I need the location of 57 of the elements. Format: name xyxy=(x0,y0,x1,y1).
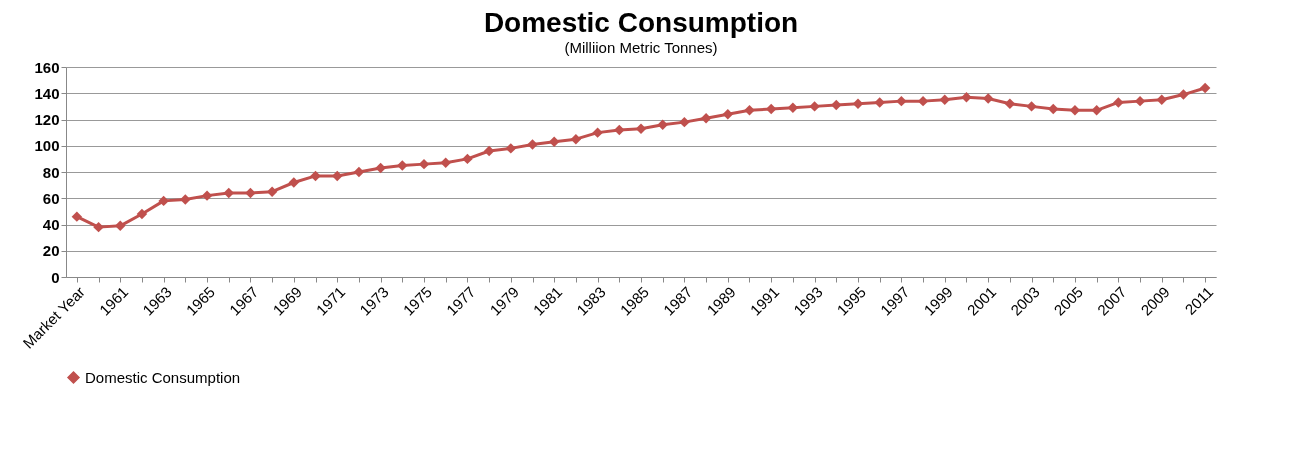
point xyxy=(548,136,560,148)
point xyxy=(266,186,278,197)
point xyxy=(570,133,582,145)
point xyxy=(874,97,885,108)
point xyxy=(310,170,321,182)
point xyxy=(245,187,256,199)
point xyxy=(809,101,820,112)
point xyxy=(831,99,842,111)
point xyxy=(136,208,148,220)
chart-title: Domestic Consumption xyxy=(483,7,799,38)
y-tick-label: 40 xyxy=(42,216,60,233)
point xyxy=(939,94,951,106)
point xyxy=(1091,105,1102,116)
point xyxy=(679,116,690,128)
point xyxy=(93,221,104,233)
point xyxy=(1048,103,1059,115)
point xyxy=(223,187,234,199)
y-tick-label: 20 xyxy=(42,242,60,260)
point xyxy=(505,143,517,154)
point xyxy=(158,195,169,207)
point xyxy=(961,91,972,103)
point xyxy=(288,177,300,188)
point xyxy=(462,153,473,165)
point xyxy=(982,93,994,104)
point xyxy=(657,119,668,130)
y-tick-label: 100 xyxy=(34,137,60,155)
point xyxy=(440,157,451,169)
point xyxy=(722,109,734,120)
point xyxy=(1178,89,1189,100)
point xyxy=(700,112,712,124)
y-tick-label: 120 xyxy=(34,111,60,128)
point xyxy=(592,127,603,138)
point xyxy=(614,124,625,136)
point xyxy=(635,123,647,134)
point xyxy=(1004,98,1016,109)
point xyxy=(896,95,907,107)
y-tick-label: 160 xyxy=(34,58,60,76)
point xyxy=(744,105,755,116)
point xyxy=(353,166,365,178)
point xyxy=(527,139,538,150)
point xyxy=(115,220,126,232)
y-tick-label: 80 xyxy=(42,163,60,181)
point xyxy=(180,194,191,205)
y-tick-label: 60 xyxy=(42,189,60,207)
point xyxy=(397,160,408,171)
point xyxy=(483,145,495,157)
point xyxy=(375,162,386,174)
y-tick-label: 140 xyxy=(34,84,60,102)
point xyxy=(201,190,213,201)
point xyxy=(1026,101,1037,112)
y-tick-label: 0 xyxy=(51,268,60,286)
point xyxy=(1156,94,1167,106)
point xyxy=(71,211,83,222)
chart-subtitle: (Milliion Metric Tonnes) xyxy=(564,39,718,56)
point xyxy=(1113,97,1124,108)
legend-label: Domestic Consumption xyxy=(85,368,241,386)
point xyxy=(1199,82,1211,94)
